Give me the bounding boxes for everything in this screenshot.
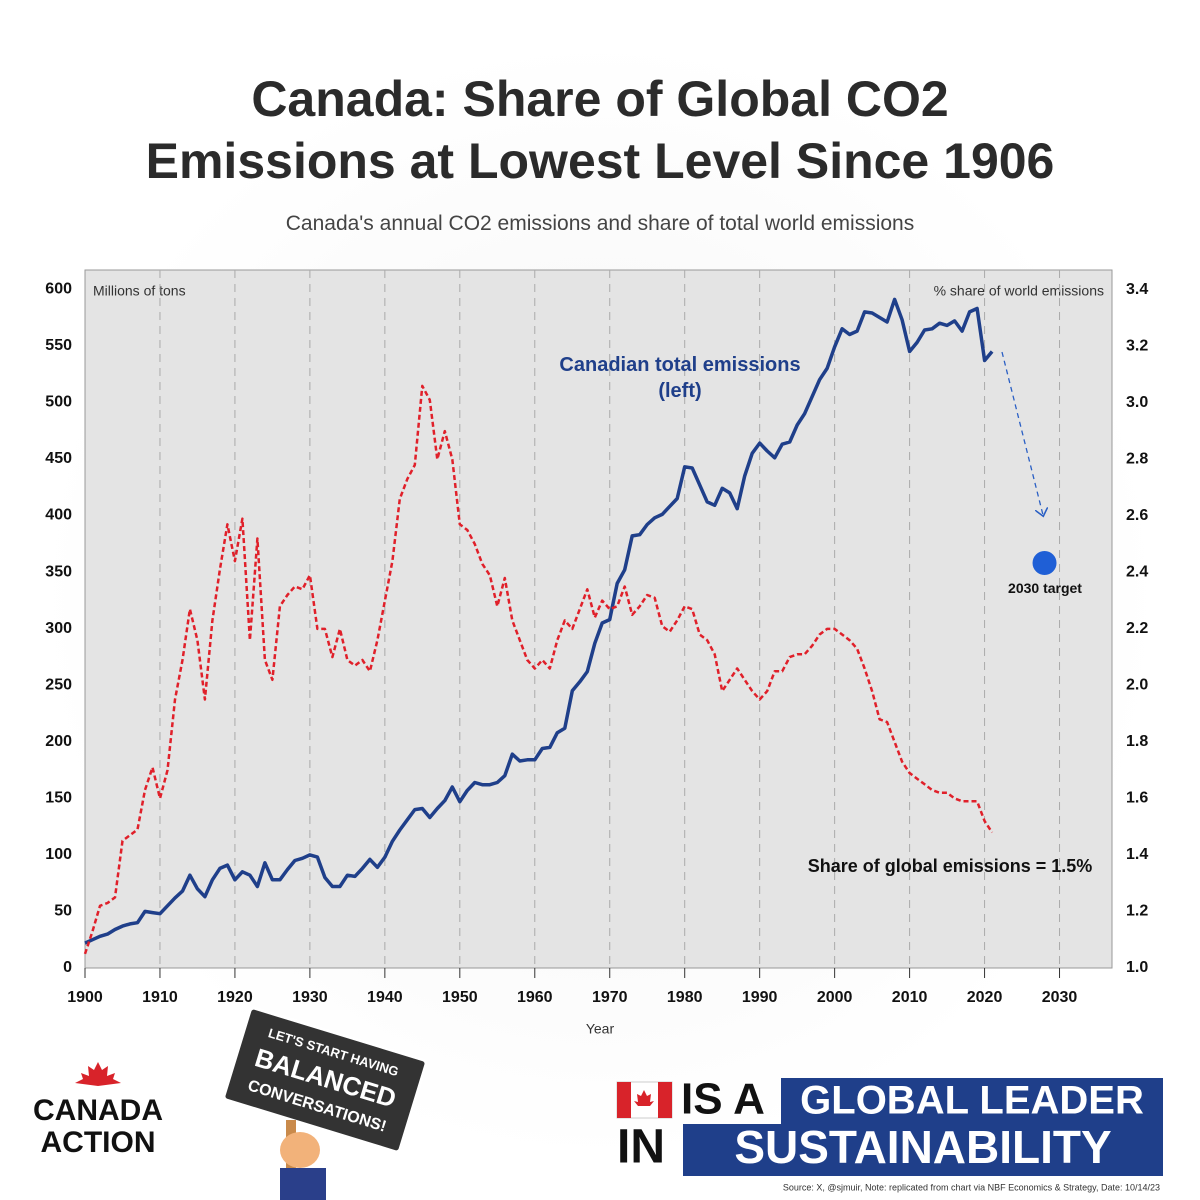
- y-tick-label: 600: [45, 280, 72, 297]
- y2-tick-label: 1.8: [1126, 733, 1148, 750]
- slogan-text: GLOBAL LEADER: [800, 1079, 1144, 1123]
- y2-tick-label: 1.0: [1126, 959, 1148, 976]
- x-tick-label: 1930: [292, 989, 328, 1006]
- slogan-box: [781, 1078, 1163, 1126]
- x-tick-label: 2000: [817, 989, 853, 1006]
- hand: [280, 1132, 320, 1168]
- slogan-text: IN: [617, 1121, 665, 1174]
- y2-axis-title: % share of world emissions: [934, 283, 1104, 299]
- y-tick-label: 250: [45, 676, 72, 693]
- slogan-box: [683, 1124, 1163, 1176]
- x-tick-label: 1950: [442, 989, 478, 1006]
- x-tick-label: 1990: [742, 989, 778, 1006]
- y2-tick-label: 2.8: [1126, 451, 1148, 468]
- logo-text: ACTION: [41, 1126, 156, 1159]
- y-tick-label: 0: [63, 959, 72, 976]
- y-tick-label: 50: [54, 903, 72, 920]
- series-label: Share of global emissions = 1.5%: [807, 856, 1093, 876]
- logo-text: CANADA: [33, 1094, 163, 1127]
- y2-tick-label: 1.2: [1126, 903, 1148, 920]
- y-tick-label: 450: [45, 450, 72, 467]
- sign-board: [222, 1006, 428, 1154]
- x-tick-label: 1960: [517, 989, 553, 1006]
- flag-band: [617, 1082, 631, 1118]
- y2-tick-label: 2.4: [1126, 564, 1148, 581]
- x-tick-label: 1920: [217, 989, 253, 1006]
- y2-tick-label: 2.6: [1126, 507, 1148, 524]
- slogan-text: SUSTAINABILITY: [734, 1121, 1111, 1173]
- x-tick-label: 2020: [967, 989, 1003, 1006]
- sign: LET'S START HAVING BALANCED CONVERSATION…: [222, 1006, 428, 1154]
- y2-tick-label: 3.4: [1126, 281, 1148, 298]
- maple-leaf: [75, 1062, 121, 1086]
- y-tick-label: 200: [45, 733, 72, 750]
- x-tick-label: 1910: [142, 989, 178, 1006]
- title-line: Canada: Share of Global CO2: [251, 71, 949, 127]
- plot-area: [84, 269, 1113, 969]
- series-line: [83, 384, 994, 955]
- source: Source: X, @sjmuir, Note: replicated fro…: [783, 1182, 1160, 1192]
- x-tick-label: 2030: [1042, 989, 1078, 1006]
- y2-tick-label: 3.0: [1126, 394, 1148, 411]
- series-line: [84, 297, 994, 945]
- y-tick-label: 500: [45, 394, 72, 411]
- flag-leaf: [634, 1090, 654, 1106]
- subtitle: Canada's annual CO2 emissions and share …: [285, 212, 915, 235]
- y-axis-title: Millions of tons: [93, 283, 186, 299]
- y2-tick-label: 1.6: [1126, 790, 1148, 807]
- series-label: Canadian total emissions (left): [559, 354, 801, 402]
- x-tick-label: 1940: [367, 989, 403, 1006]
- target-point: [1032, 551, 1057, 576]
- y2-tick-label: 1.4: [1126, 846, 1148, 863]
- y-tick-label: 100: [45, 846, 72, 863]
- y-tick-label: 300: [45, 620, 72, 637]
- x-tick-label: 2010: [892, 989, 928, 1006]
- sleeve: [280, 1168, 326, 1200]
- y2-tick-label: 3.2: [1126, 338, 1148, 355]
- flag-band: [658, 1082, 672, 1118]
- y-tick-label: 400: [45, 507, 72, 524]
- x-tick-label: 1900: [67, 989, 103, 1006]
- arrow: [1001, 351, 1043, 515]
- y-tick-label: 350: [45, 563, 72, 580]
- x-tick-label: 1970: [592, 989, 628, 1006]
- y2-tick-label: 2.0: [1126, 677, 1148, 694]
- target-label: 2030 target: [1008, 580, 1082, 596]
- y-tick-label: 550: [45, 337, 72, 354]
- x-axis-title: Year: [586, 1021, 615, 1037]
- slogan-text: IS A: [681, 1075, 765, 1124]
- y-tick-label: 150: [45, 790, 72, 807]
- y2-tick-label: 2.2: [1126, 620, 1148, 637]
- title-line: Emissions at Lowest Level Since 1906: [145, 133, 1055, 189]
- x-tick-label: 1980: [667, 989, 703, 1006]
